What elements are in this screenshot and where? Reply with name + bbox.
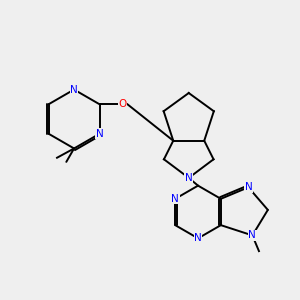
Text: N: N [70,85,78,94]
Text: N: N [96,129,104,139]
Text: O: O [119,99,127,109]
Text: N: N [185,173,193,183]
Text: N: N [171,194,179,204]
Text: N: N [248,230,256,240]
Text: N: N [194,233,202,243]
Text: N: N [244,182,252,192]
